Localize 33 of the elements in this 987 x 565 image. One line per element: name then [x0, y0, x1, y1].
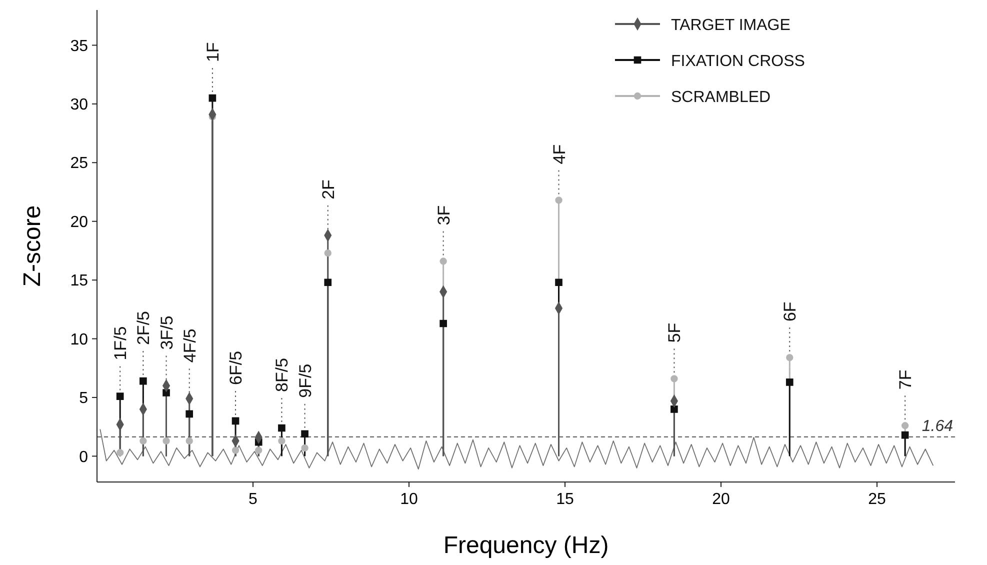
x-axis-title: Frequency (Hz)	[443, 532, 609, 559]
ref-line-label: 4F	[550, 144, 569, 164]
y-tick-label: 15	[70, 272, 88, 290]
ref-line-label: 3F	[434, 205, 454, 226]
ref-line-label: 1.64	[922, 418, 954, 435]
ref-line-label: 8F/5	[272, 358, 292, 392]
x-tick-label: 20	[712, 491, 730, 508]
y-axis-title: Z-score	[19, 205, 46, 287]
ref-line-label: 1F/5	[111, 326, 130, 360]
legend-label: TARGET IMAGE	[671, 17, 790, 34]
y-tick-label: 25	[70, 155, 88, 172]
ref-line-label: 1F	[203, 42, 222, 62]
y-tick-label: 5	[79, 390, 88, 408]
x-tick-label: 5	[248, 491, 258, 508]
ref-line-label: 6F	[780, 302, 800, 322]
ref-line-label: 5F	[665, 322, 684, 343]
x-tick-label: 25	[868, 491, 886, 508]
y-tick-label: 10	[70, 331, 88, 348]
y-tick-label: 35	[70, 38, 88, 55]
ref-line-label: 3F/5	[157, 316, 176, 350]
x-tick-label: 10	[400, 491, 418, 508]
ref-line-label: 2F	[318, 180, 338, 200]
ref-line-label: 6F/5	[226, 350, 246, 385]
ref-line-label: 2F/5	[134, 310, 154, 346]
x-tick-label: 15	[556, 491, 574, 508]
ref-line-label: 9F/5	[296, 364, 315, 398]
ref-line-label: 4F/5	[180, 328, 200, 363]
y-tick-label: 30	[70, 96, 88, 114]
legend-label: SCRAMBLED	[671, 89, 771, 106]
ref-line-label: 7F	[896, 370, 916, 390]
y-tick-label: 20	[70, 214, 88, 231]
legend-label: FIXATION CROSS	[671, 53, 805, 70]
y-tick-label: 0	[79, 448, 88, 466]
